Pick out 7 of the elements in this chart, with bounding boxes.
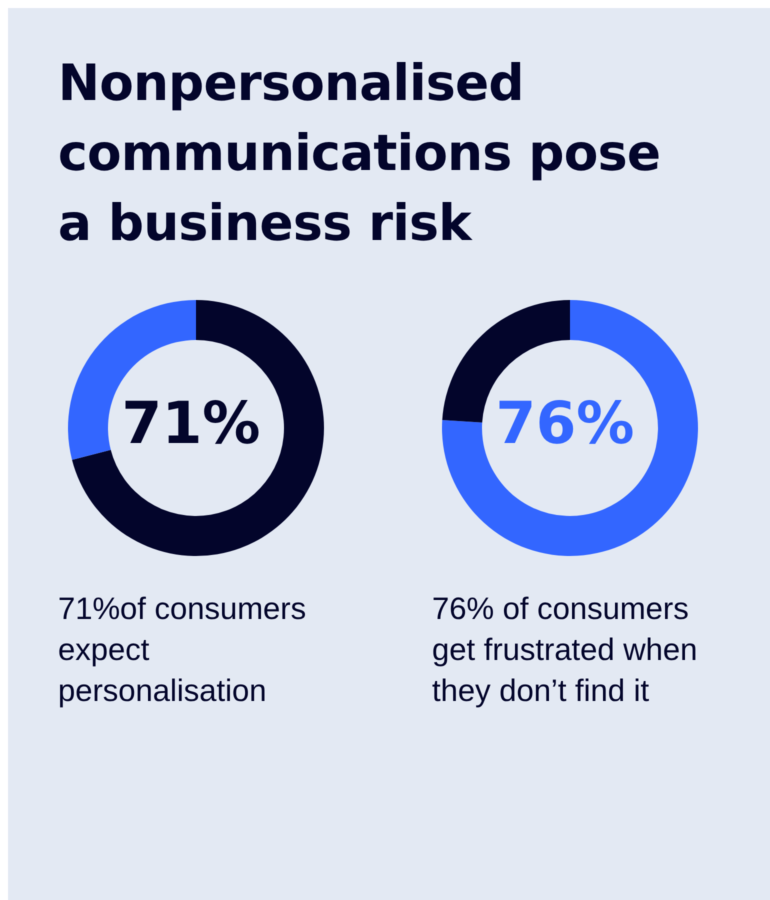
text: 71% xyxy=(120,388,262,459)
chart-title: Nonpersonalised communications pose a business risk xyxy=(58,53,662,254)
text: 76% xyxy=(494,388,636,459)
text: 71%of consumers expect personalisation xyxy=(58,590,308,710)
text: 76% of consumers get frustrated when they don’t find it xyxy=(432,590,698,710)
donut-slice xyxy=(72,300,324,556)
donut-slice xyxy=(442,300,698,556)
